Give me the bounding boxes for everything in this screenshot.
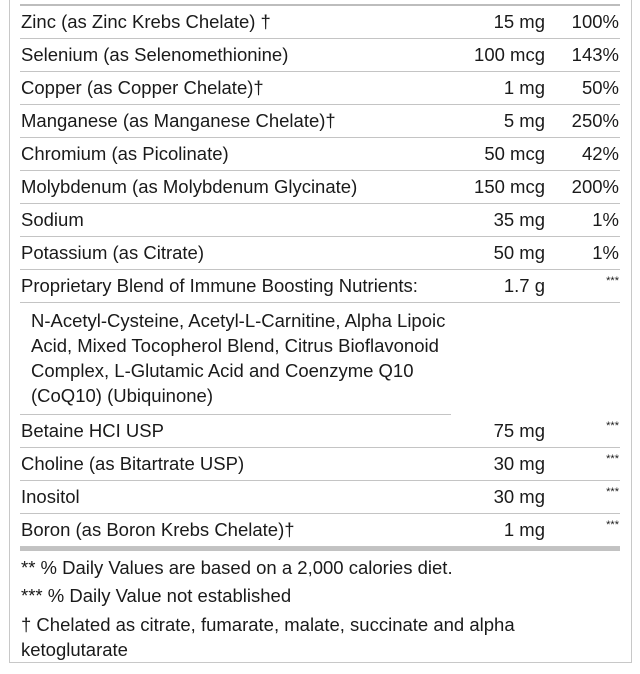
nutrient-name: Manganese (as Manganese Chelate)†: [21, 110, 336, 131]
nutrient-row: Sodium 35 mg 1%: [20, 204, 620, 237]
nutrient-row: Manganese (as Manganese Chelate)† 5 mg 250…: [20, 105, 620, 138]
nutrient-name: Chromium (as Picolinate): [21, 143, 229, 164]
daily-value: ***: [606, 453, 619, 465]
daily-value: ***: [606, 420, 619, 432]
daily-value: 143%: [571, 44, 619, 65]
thick-divider: [20, 547, 620, 551]
nutrient-row: Choline (as Bitartrate USP) 30 mg ***: [20, 448, 620, 481]
nutrient-name: Zinc (as Zinc Krebs Chelate) †: [21, 11, 271, 32]
nutrient-amount: 1 mg: [503, 519, 545, 540]
nutrient-row: Boron (as Boron Krebs Chelate)† 1 mg ***: [20, 514, 620, 547]
daily-value: 42%: [581, 143, 619, 164]
nutrient-row: Chromium (as Picolinate) 50 mcg 42%: [20, 138, 620, 171]
nutrient-row: Copper (as Copper Chelate)† 1 mg 50%: [20, 72, 620, 105]
nutrient-amount: 30 mg: [493, 486, 545, 507]
blend-ingredients: N-Acetyl-Cysteine, Acetyl-L-Carnitine, A…: [20, 303, 451, 415]
nutrient-amount: 75 mg: [493, 420, 545, 441]
supplement-facts-panel: [9, 0, 632, 663]
supplement-facts-table: Zinc (as Zinc Krebs Chelate) † 15 mg 100% S…: [20, 4, 620, 662]
nutrient-amount: 50 mcg: [484, 143, 545, 164]
footnote-daily-values: ** % Daily Values are based on a 2,000 c…: [21, 557, 453, 578]
daily-value: 100%: [571, 11, 619, 32]
nutrient-name: Potassium (as Citrate): [21, 242, 204, 263]
nutrient-name: Inositol: [21, 486, 80, 507]
nutrient-row: Molybdenum (as Molybdenum Glycinate) 150 …: [20, 171, 620, 204]
daily-value: 250%: [571, 110, 619, 131]
nutrient-amount: 5 mg: [503, 110, 545, 131]
daily-value: 1%: [592, 209, 619, 230]
footnotes: ** % Daily Values are based on a 2,000 c…: [20, 551, 620, 662]
daily-value: ***: [606, 486, 619, 498]
nutrient-amount: 100 mcg: [474, 44, 545, 65]
nutrient-row: Potassium (as Citrate) 50 mg 1%: [20, 237, 620, 270]
nutrient-row: Proprietary Blend of Immune Boosting Nut…: [20, 270, 620, 303]
nutrient-name: Copper (as Copper Chelate)†: [21, 77, 264, 98]
daily-value: 50%: [581, 77, 619, 98]
nutrient-name: Proprietary Blend of Immune Boosting Nut…: [21, 275, 418, 296]
nutrient-amount: 1 mg: [503, 77, 545, 98]
nutrient-amount: 30 mg: [493, 453, 545, 474]
nutrient-name: Boron (as Boron Krebs Chelate)†: [21, 519, 295, 540]
nutrient-row: Selenium (as Selenomethionine) 100 mcg 143…: [20, 39, 620, 72]
nutrient-row: Betaine HCI USP 75 mg ***: [20, 415, 620, 448]
nutrient-name: Selenium (as Selenomethionine): [21, 44, 289, 65]
nutrient-row: Zinc (as Zinc Krebs Chelate) † 15 mg 100%: [20, 6, 620, 39]
nutrient-name: Sodium: [21, 209, 84, 230]
nutrient-amount: 35 mg: [493, 209, 545, 230]
nutrient-row: Inositol 30 mg ***: [20, 481, 620, 514]
nutrient-amount: 150 mcg: [474, 176, 545, 197]
nutrient-name: Molybdenum (as Molybdenum Glycinate): [21, 176, 358, 197]
nutrient-amount: 1.7 g: [503, 275, 545, 296]
nutrient-name: Choline (as Bitartrate USP): [21, 453, 245, 474]
nutrient-name: Betaine HCI USP: [21, 420, 164, 441]
nutrient-amount: 50 mg: [493, 242, 545, 263]
daily-value: ***: [606, 519, 619, 531]
daily-value: 1%: [592, 242, 619, 263]
daily-value: ***: [606, 275, 619, 287]
nutrient-amount: 15 mg: [493, 11, 545, 32]
footnote-chelated: † Chelated as citrate, fumarate, malate,…: [21, 614, 515, 660]
daily-value: 200%: [571, 176, 619, 197]
footnote-not-established: *** % Daily Value not established: [21, 585, 292, 606]
